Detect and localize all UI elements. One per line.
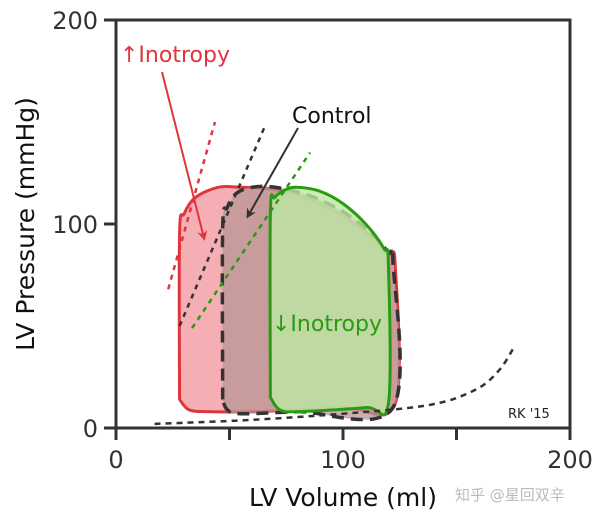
x-tick-label: 0 (108, 446, 123, 474)
edpvr-curve (154, 347, 515, 426)
signature: RK '15 (508, 407, 550, 422)
watermark: 知乎 @星回双辛 (455, 486, 565, 504)
y-axis-label: LV Pressure (mmHg) (11, 97, 40, 351)
increased-inotropy-label: ↑Inotropy (120, 43, 230, 68)
x-axis-label: LV Volume (ml) (249, 483, 437, 512)
y-tick-label: 200 (52, 7, 98, 35)
control-label: Control (292, 104, 372, 129)
pressure-volume-relations (154, 121, 515, 426)
espvr-control-line (178, 123, 267, 327)
increased-inotropy-arrow (161, 71, 208, 241)
axis-ticks: 0 100 200 0 100 200 (52, 7, 593, 474)
x-tick-label: 100 (320, 446, 366, 474)
espvr-increased-line (167, 121, 217, 290)
y-tick-label: 0 (83, 415, 98, 443)
y-tick-label: 100 (52, 211, 98, 239)
decreased-inotropy-label: ↓Inotropy (272, 312, 382, 337)
control-arrow (246, 127, 299, 219)
pv-loops (177, 184, 402, 422)
x-tick-label: 200 (547, 446, 593, 474)
pv-loop-decreased-inotropy (268, 185, 392, 417)
